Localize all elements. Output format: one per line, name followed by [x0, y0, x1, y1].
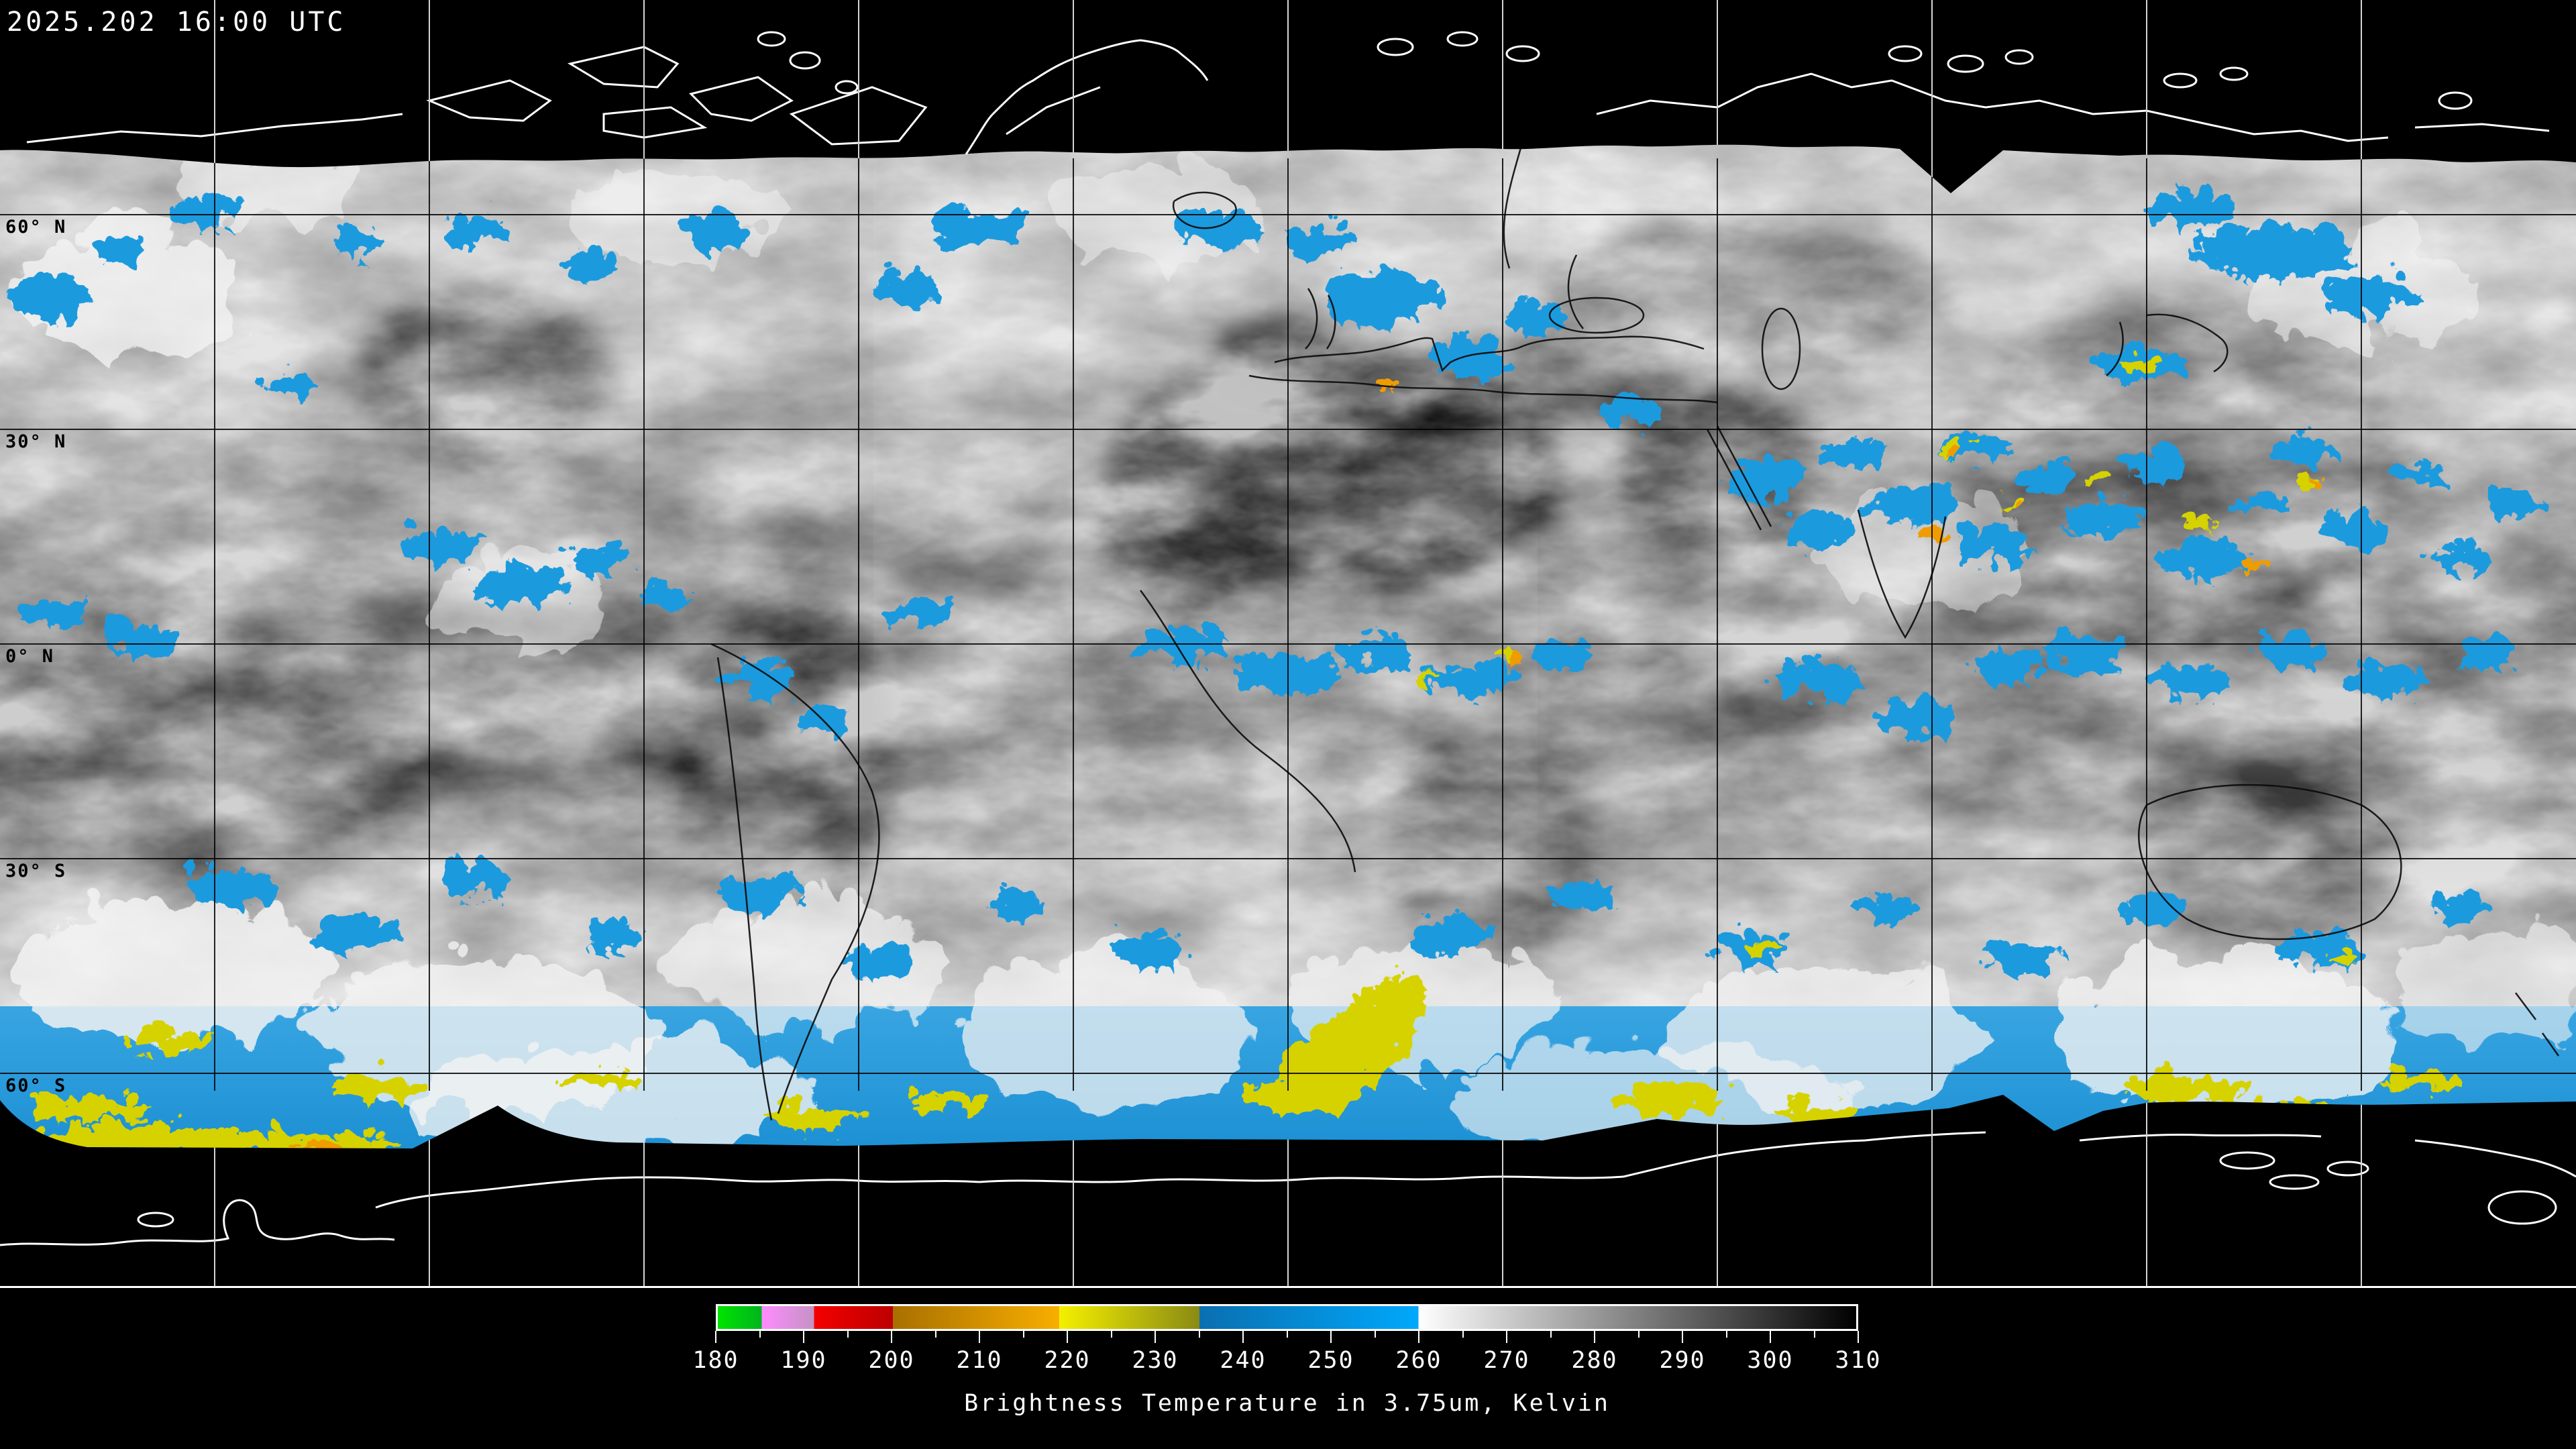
colorbar-tick — [1198, 1331, 1200, 1338]
colorbar-tick-label: 180 — [692, 1347, 739, 1374]
colorbar-tick — [979, 1331, 980, 1343]
colorbar-tick — [847, 1331, 849, 1338]
colorbar-tick — [715, 1331, 716, 1343]
colorbar-tick — [803, 1331, 804, 1343]
colorbar-tick — [1682, 1331, 1683, 1343]
latitude-label: 60° N — [5, 217, 67, 237]
colorbar-tick-label: 290 — [1659, 1347, 1706, 1374]
colorbar-tick-label: 300 — [1747, 1347, 1794, 1374]
colorbar-tick — [1770, 1331, 1771, 1343]
colorbar-tick — [1330, 1331, 1332, 1343]
latitude-label: 0° N — [5, 646, 55, 667]
colorbar-tick — [1638, 1331, 1640, 1338]
colorbar-tick-label: 250 — [1307, 1347, 1354, 1374]
antarctic-coastline — [0, 1131, 2576, 1246]
latitude-label: 60° S — [5, 1075, 67, 1096]
colorbar-tick — [891, 1331, 892, 1343]
colorbar-tick-label: 280 — [1571, 1347, 1618, 1374]
coastlines — [710, 140, 2560, 1121]
colorbar-tick-label: 240 — [1220, 1347, 1267, 1374]
colorbar — [716, 1304, 1858, 1331]
colorbar-tick-label: 270 — [1483, 1347, 1530, 1374]
colorbar-legend: 180 190 200 210 220 230 240 250 260 270 280 290 300 3… — [0, 1288, 2576, 1449]
colorbar-tick — [1110, 1331, 1112, 1338]
colorbar-tick — [1550, 1331, 1552, 1338]
graticule-lines-polar — [214, 0, 2362, 193]
colorbar-tick-label: 230 — [1132, 1347, 1179, 1374]
colorbar-tick — [1242, 1331, 1244, 1343]
colorbar-tick — [1813, 1331, 1815, 1338]
colorbar-tick — [934, 1331, 936, 1338]
coldest-cloud-orange-cores — [288, 368, 2316, 1147]
colorbar-tick — [1725, 1331, 1727, 1338]
colorbar-tick-label: 260 — [1395, 1347, 1442, 1374]
colorbar-tick-label: 210 — [956, 1347, 1003, 1374]
colorbar-tick — [1155, 1331, 1156, 1343]
colorbar-tick-label: 200 — [868, 1347, 915, 1374]
latitude-label: 30° N — [5, 431, 67, 452]
colorbar-tick — [1022, 1331, 1024, 1338]
map-bottom-border — [0, 1286, 2576, 1288]
colorbar-tick — [1286, 1331, 1288, 1338]
global-satellite-map — [0, 0, 2576, 1288]
colorbar-tick — [1374, 1331, 1376, 1338]
colorbar-tick — [759, 1331, 761, 1338]
colorbar-caption: Brightness Temperature in 3.75um, Kelvin — [964, 1390, 1610, 1417]
colorbar-tick — [1594, 1331, 1595, 1343]
colorbar-tick-label: 220 — [1044, 1347, 1091, 1374]
colorbar-tick — [1418, 1331, 1419, 1343]
colorbar-tick — [1067, 1331, 1068, 1343]
colorbar-tick-label: 310 — [1835, 1347, 1882, 1374]
colorbar-tick — [1858, 1331, 1859, 1343]
colorbar-tick — [1506, 1331, 1507, 1343]
timestamp: 2025.202 16:00 UTC — [7, 7, 346, 38]
colorbar-tick — [1462, 1331, 1464, 1338]
latitude-label: 30° S — [5, 861, 67, 881]
graticule-lines — [0, 158, 2576, 1091]
colorbar-tick-label: 190 — [780, 1347, 827, 1374]
